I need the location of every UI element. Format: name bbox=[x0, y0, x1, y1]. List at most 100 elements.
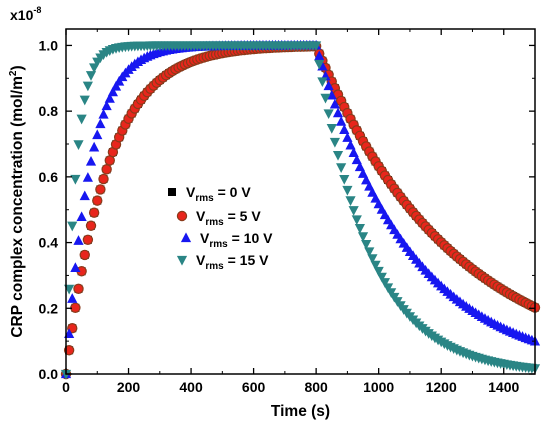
y-axis-multiplier: x10-8 bbox=[10, 5, 41, 23]
data-point bbox=[82, 234, 94, 245]
data-point bbox=[63, 345, 75, 356]
data-point bbox=[67, 221, 78, 232]
legend-item: Vrms = 5 V bbox=[176, 208, 261, 228]
y-axis-ticks: 0.0 0.2 0.4 0.6 0.8 1.0 bbox=[39, 37, 535, 382]
legend-marker bbox=[168, 188, 176, 196]
legend-marker bbox=[180, 232, 192, 243]
series-2 bbox=[60, 39, 541, 379]
data-point bbox=[361, 174, 372, 185]
series-3 bbox=[60, 41, 541, 380]
legend-label-main: V bbox=[196, 252, 206, 268]
data-marks bbox=[60, 39, 541, 380]
data-point bbox=[354, 224, 366, 234]
legend-label-rest: = 15 V bbox=[224, 252, 269, 268]
legend-label-main: V bbox=[200, 230, 210, 246]
legend-label-main: V bbox=[196, 208, 206, 224]
data-point bbox=[314, 59, 325, 70]
legend-label-rest: = 10 V bbox=[228, 230, 273, 246]
data-point bbox=[82, 172, 93, 182]
data-point bbox=[73, 283, 84, 295]
x-tick-label: 600 bbox=[242, 379, 266, 395]
y-tick-label: 0.0 bbox=[39, 366, 59, 382]
data-point bbox=[376, 272, 387, 283]
x-tick-label: 1200 bbox=[426, 379, 457, 395]
data-point bbox=[73, 140, 84, 150]
data-point bbox=[73, 235, 84, 245]
data-point bbox=[76, 114, 87, 125]
data-point bbox=[323, 109, 334, 120]
data-point bbox=[98, 173, 109, 185]
data-point bbox=[92, 195, 103, 206]
data-point bbox=[101, 164, 112, 175]
x-tick-label: 1400 bbox=[488, 379, 519, 395]
data-point bbox=[79, 190, 90, 201]
data-point bbox=[339, 174, 350, 185]
data-point bbox=[323, 80, 334, 91]
data-point bbox=[326, 89, 337, 100]
legend-label-sub: rms bbox=[205, 217, 224, 228]
data-point bbox=[326, 124, 337, 134]
legend-marker bbox=[176, 255, 188, 266]
data-point bbox=[92, 129, 103, 140]
data-point bbox=[348, 206, 359, 216]
plot-frame bbox=[65, 28, 536, 375]
y-axis-multiplier-base: x10 bbox=[10, 7, 34, 23]
y-tick-label: 0.8 bbox=[39, 103, 59, 119]
legend-label: Vrms = 0 V bbox=[186, 184, 251, 204]
data-point bbox=[89, 141, 100, 152]
x-tick-label: 400 bbox=[179, 379, 203, 395]
data-point bbox=[314, 50, 325, 61]
data-point bbox=[95, 184, 106, 195]
data-point bbox=[348, 147, 359, 157]
legend-label: Vrms = 15 V bbox=[196, 252, 269, 272]
x-tick-label: 800 bbox=[304, 379, 328, 395]
data-point bbox=[67, 293, 78, 303]
data-point bbox=[70, 262, 81, 272]
legend-label: Vrms = 5 V bbox=[196, 208, 261, 228]
data-point bbox=[104, 93, 115, 103]
legend-label-sub: rms bbox=[205, 261, 224, 272]
legend-item: Vrms = 10 V bbox=[180, 230, 273, 250]
legend-label: Vrms = 10 V bbox=[200, 230, 273, 250]
data-point bbox=[370, 260, 381, 271]
data-point bbox=[332, 107, 344, 118]
legend-label-rest: = 0 V bbox=[214, 184, 252, 200]
data-point bbox=[98, 108, 109, 119]
data-point bbox=[339, 124, 350, 134]
data-point bbox=[345, 139, 356, 150]
data-point bbox=[320, 93, 331, 104]
data-point bbox=[367, 254, 378, 264]
y-tick-label: 0.6 bbox=[39, 169, 59, 185]
x-tick-label: 0 bbox=[62, 379, 70, 395]
series-0 bbox=[62, 42, 539, 378]
data-point bbox=[342, 132, 353, 142]
data-point bbox=[101, 100, 112, 111]
data-point bbox=[373, 266, 384, 277]
data-point bbox=[382, 283, 394, 294]
y-axis-label-sup: 2 bbox=[8, 70, 19, 76]
data-point bbox=[329, 137, 340, 148]
y-tick-label: 0.4 bbox=[39, 235, 59, 251]
data-point bbox=[107, 86, 118, 97]
legend-label-sub: rms bbox=[195, 193, 214, 204]
data-point bbox=[70, 174, 81, 185]
data-point bbox=[379, 278, 391, 288]
data-point bbox=[110, 80, 122, 91]
legend-label-rest: = 5 V bbox=[224, 208, 262, 224]
y-axis-label-main: CRP complex concentration (mol/m bbox=[9, 76, 26, 338]
data-point bbox=[351, 154, 362, 165]
y-tick-label: 0.2 bbox=[39, 300, 59, 316]
data-point bbox=[95, 118, 106, 129]
legend-item: Vrms = 15 V bbox=[176, 252, 269, 272]
data-point bbox=[357, 232, 369, 242]
data-point bbox=[329, 98, 340, 109]
data-point bbox=[85, 71, 97, 81]
y-axis-label-close: ) bbox=[9, 65, 26, 70]
data-point bbox=[311, 41, 322, 52]
data-point bbox=[76, 211, 87, 222]
legend-item: Vrms = 0 V bbox=[168, 184, 251, 204]
legend-label-main: V bbox=[186, 184, 196, 200]
data-point bbox=[351, 215, 362, 226]
x-axis-label: Time (s) bbox=[271, 403, 330, 420]
